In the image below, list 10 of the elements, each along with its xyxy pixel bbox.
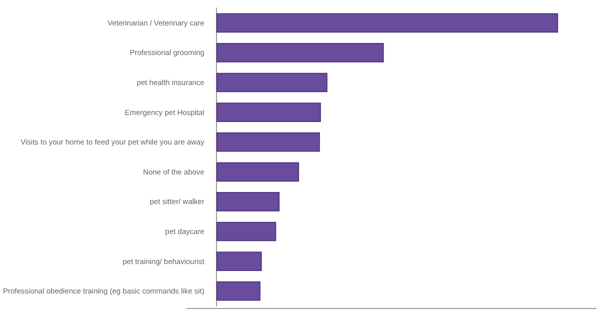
bar <box>216 162 300 182</box>
bar <box>216 192 280 212</box>
bar <box>216 281 260 301</box>
bar <box>216 102 321 122</box>
bar <box>216 222 276 242</box>
bar <box>216 13 558 33</box>
bar <box>216 132 320 152</box>
bar <box>216 252 262 271</box>
bar <box>216 43 384 62</box>
bar <box>216 72 328 92</box>
